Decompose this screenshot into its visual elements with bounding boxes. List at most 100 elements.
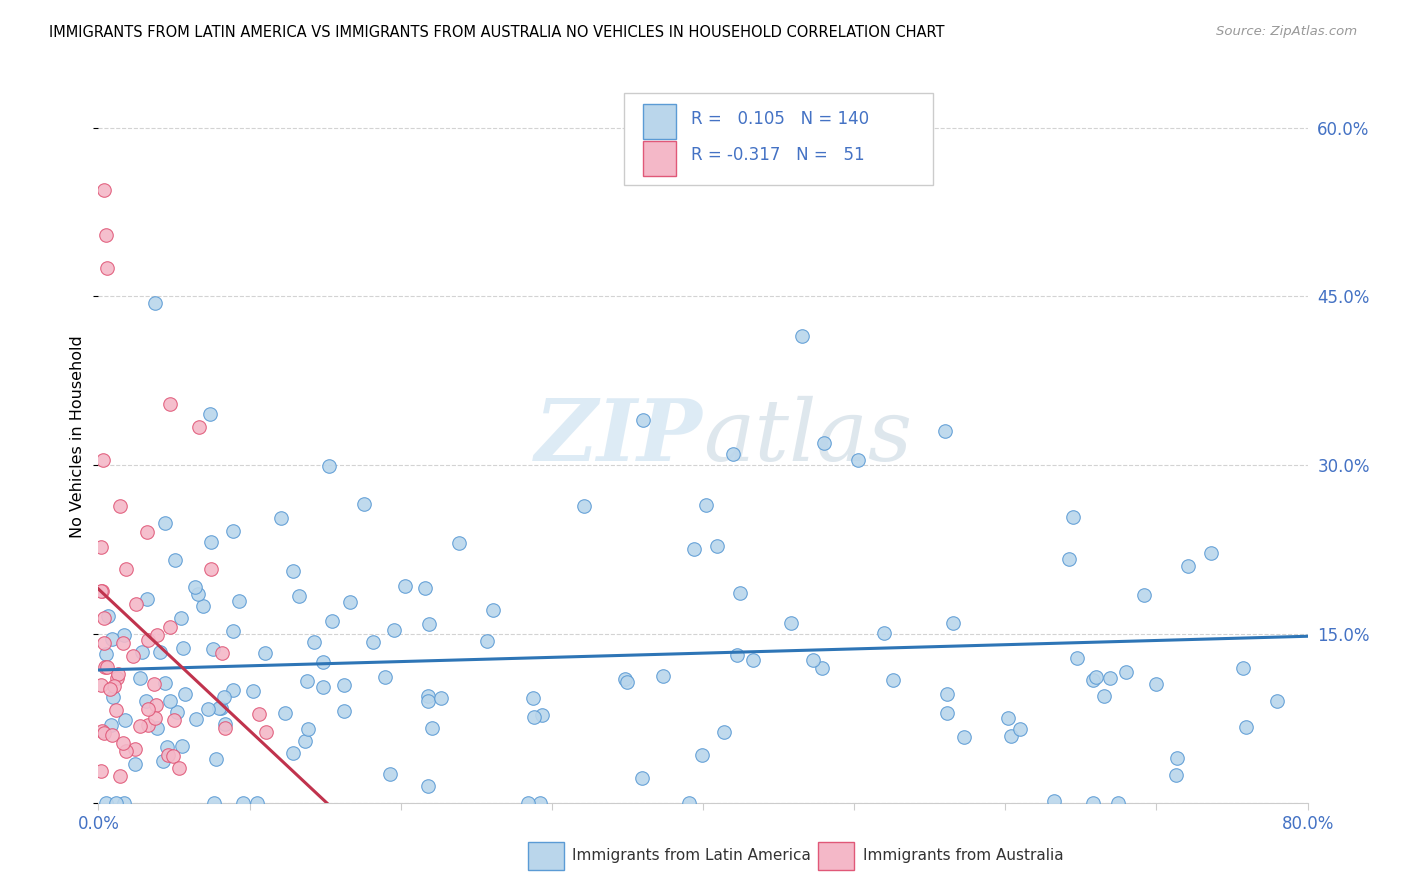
- Point: [361, 635, 384, 649]
- Point: [873, 625, 896, 640]
- Point: [232, 796, 254, 810]
- Point: [690, 747, 713, 762]
- Point: [1164, 768, 1187, 782]
- Point: [723, 447, 745, 461]
- Point: [136, 592, 159, 607]
- Point: [651, 669, 673, 683]
- Point: [1062, 510, 1084, 524]
- Point: [108, 499, 131, 513]
- Point: [94, 227, 117, 242]
- Point: [93, 611, 115, 625]
- Point: [149, 645, 172, 659]
- Point: [184, 712, 207, 726]
- Text: Source: ZipAtlas.com: Source: ZipAtlas.com: [1216, 25, 1357, 38]
- Point: [205, 752, 228, 766]
- Point: [145, 711, 167, 725]
- FancyBboxPatch shape: [643, 104, 676, 139]
- Point: [145, 628, 167, 642]
- Point: [997, 711, 1019, 725]
- Point: [416, 779, 439, 793]
- Point: [801, 653, 824, 667]
- Point: [312, 656, 335, 670]
- Point: [214, 717, 236, 731]
- Point: [145, 698, 167, 713]
- FancyBboxPatch shape: [527, 842, 564, 870]
- Point: [169, 760, 191, 774]
- Point: [146, 721, 169, 735]
- Point: [422, 721, 444, 735]
- Point: [107, 666, 129, 681]
- Point: [631, 413, 654, 427]
- Point: [1085, 670, 1108, 684]
- Point: [142, 677, 165, 691]
- Text: R = -0.317   N =   51: R = -0.317 N = 51: [690, 146, 865, 164]
- Point: [394, 579, 416, 593]
- Point: [246, 796, 269, 810]
- Point: [155, 516, 177, 530]
- Point: [882, 673, 904, 688]
- Point: [138, 633, 160, 648]
- Point: [163, 713, 186, 727]
- Point: [131, 645, 153, 659]
- Point: [184, 581, 207, 595]
- Point: [101, 728, 124, 742]
- Point: [1092, 689, 1115, 703]
- Point: [728, 586, 751, 600]
- Point: [159, 694, 181, 708]
- Point: [135, 694, 157, 708]
- Point: [678, 796, 700, 810]
- Point: [112, 636, 135, 650]
- Point: [631, 772, 654, 786]
- Point: [1232, 661, 1254, 675]
- Point: [683, 542, 706, 557]
- Point: [531, 708, 554, 723]
- Point: [1234, 720, 1257, 734]
- Text: atlas: atlas: [703, 396, 912, 478]
- Point: [616, 675, 638, 690]
- Point: [221, 524, 243, 538]
- Point: [156, 748, 179, 763]
- Point: [952, 730, 974, 744]
- Point: [418, 690, 440, 704]
- Point: [1201, 546, 1223, 560]
- Point: [613, 672, 636, 686]
- Point: [242, 683, 264, 698]
- Point: [90, 678, 112, 692]
- Point: [163, 553, 186, 567]
- Text: Immigrants from Latin America: Immigrants from Latin America: [572, 848, 811, 863]
- Point: [208, 701, 231, 715]
- Point: [222, 624, 245, 639]
- Point: [112, 736, 135, 750]
- Text: Immigrants from Australia: Immigrants from Australia: [863, 848, 1063, 863]
- Point: [166, 705, 188, 719]
- Point: [1000, 729, 1022, 743]
- Point: [321, 614, 343, 628]
- Point: [105, 671, 128, 685]
- Y-axis label: No Vehicles in Household: No Vehicles in Household: [70, 335, 86, 539]
- Point: [1008, 722, 1031, 736]
- Point: [475, 634, 498, 648]
- Point: [429, 690, 451, 705]
- Point: [187, 587, 209, 601]
- Point: [124, 757, 146, 772]
- Point: [295, 673, 318, 688]
- Point: [254, 725, 277, 739]
- Point: [522, 691, 544, 706]
- Point: [201, 641, 224, 656]
- Point: [382, 623, 405, 637]
- Point: [110, 769, 132, 783]
- Point: [706, 539, 728, 553]
- Point: [172, 640, 194, 655]
- Point: [172, 739, 194, 753]
- Point: [114, 713, 136, 727]
- Point: [159, 620, 181, 634]
- Point: [128, 719, 150, 733]
- Point: [374, 669, 396, 683]
- Point: [1059, 552, 1081, 566]
- Point: [90, 583, 112, 598]
- Point: [1144, 677, 1167, 691]
- Point: [96, 659, 118, 673]
- Point: [1177, 558, 1199, 573]
- FancyBboxPatch shape: [818, 842, 855, 870]
- Point: [294, 734, 316, 748]
